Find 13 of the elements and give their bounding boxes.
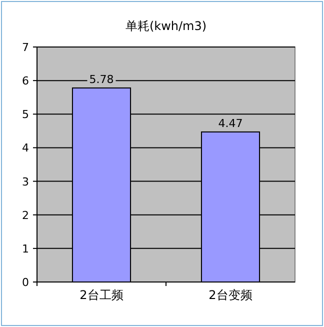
- x-tick-label: 2台工频: [80, 288, 124, 302]
- y-tick-label: 1: [22, 242, 29, 256]
- y-tick-label: 7: [22, 41, 29, 54]
- data-label: 4.47: [218, 116, 243, 130]
- y-tick-label: 0: [22, 276, 29, 289]
- y-tick-label: 6: [22, 74, 29, 88]
- y-tick-label: 3: [22, 175, 29, 188]
- y-tick-label: 4: [22, 142, 29, 155]
- data-label: 5.78: [89, 72, 114, 86]
- y-tick-label: 2: [22, 208, 29, 222]
- y-tick-label: 5: [22, 108, 29, 122]
- x-tick-label: 2台变频: [208, 288, 252, 302]
- chart-title: 单耗(kwh/m3): [125, 19, 207, 33]
